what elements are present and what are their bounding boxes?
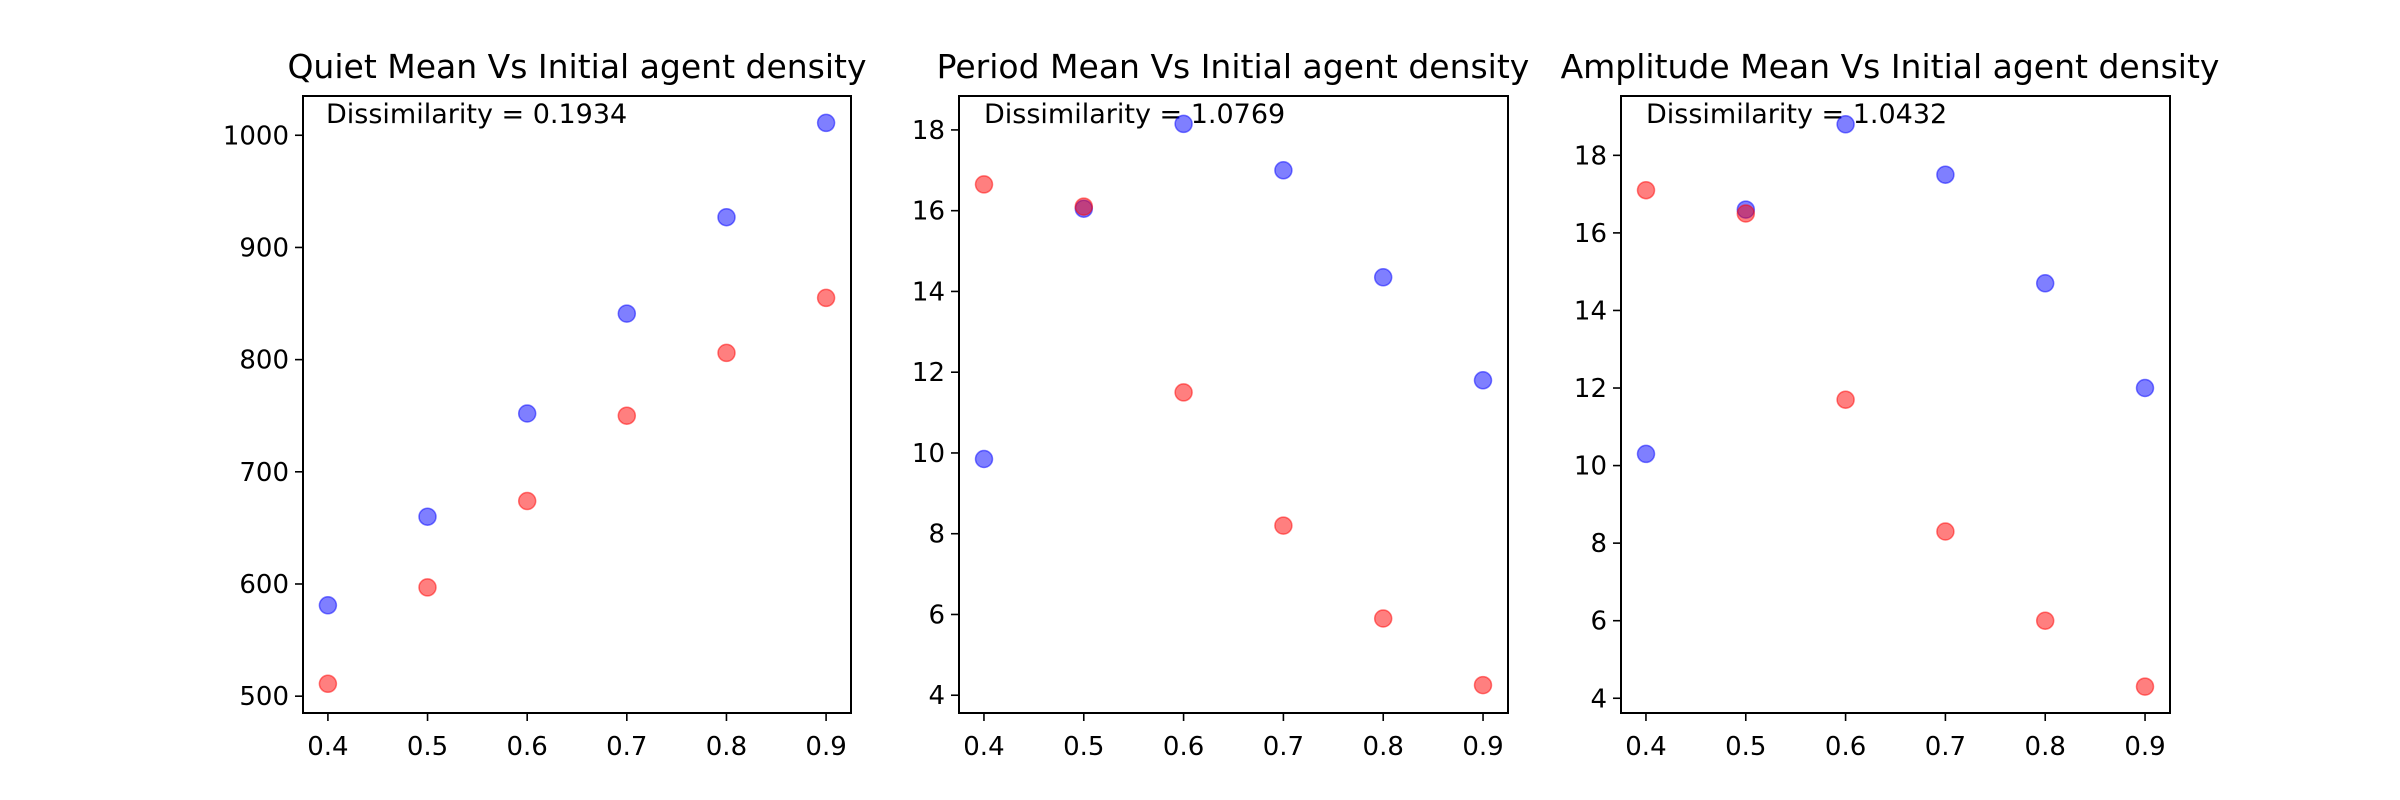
red-data-point [1274,516,1293,535]
x-tick-label: 0.7 [606,732,647,762]
blue-data-point [1636,444,1656,464]
y-tick-label: 14 [1574,296,1607,326]
x-tick-label: 0.4 [1625,732,1666,762]
y-tick-label: 18 [912,116,945,146]
red-data-point [418,578,437,597]
x-tick-label: 0.7 [1263,732,1304,762]
blue-data-point [2135,378,2155,398]
x-tick-label: 0.9 [805,732,846,762]
x-tick-label: 0.8 [1363,732,1404,762]
panel-amplitude-mean: Amplitude Mean Vs Initial agent density … [1561,47,2220,762]
blue-data-point [717,207,736,227]
blue-data-point [816,113,836,133]
blue-data-point [2035,274,2055,293]
y-tick-label: 4 [1590,684,1607,714]
blue-data-point [1836,115,1855,134]
x-tick-label: 0.5 [407,732,448,762]
x-tick-label: 0.8 [706,732,747,762]
panel-period-mean: Period Mean Vs Initial agent density Dis… [912,47,1529,762]
x-tick-label: 0.4 [963,732,1004,762]
blue-data-point [1174,114,1193,134]
blue-data-point [318,596,338,615]
red-data-point [1373,609,1393,628]
red-data-point [974,175,994,194]
y-tick-label: 700 [239,458,289,488]
x-tick-label: 0.5 [1725,732,1766,762]
red-data-point [517,491,537,511]
blue-data-point [418,507,437,526]
red-data-point [1074,197,1094,216]
y-tick-label: 8 [928,520,945,550]
axes-frame [302,95,852,714]
x-tick-label: 0.6 [1825,732,1866,762]
y-tick-label: 16 [912,197,945,227]
y-tick-label: 12 [912,358,945,388]
red-data-point [1174,383,1193,402]
chart-title: Period Mean Vs Initial agent density [937,47,1530,86]
blue-data-point [1373,268,1393,287]
x-tick-label: 0.6 [1163,732,1204,762]
y-tick-label: 16 [1574,219,1607,249]
red-data-point [717,343,736,363]
red-data-point [318,674,338,694]
x-tick-label: 0.8 [2025,732,2066,762]
blue-data-point [1473,371,1493,390]
red-data-point [1836,390,1855,409]
y-tick-label: 12 [1574,374,1607,404]
red-data-point [816,288,836,308]
x-tick-label: 0.9 [1462,732,1503,762]
red-data-point [2135,677,2155,696]
blue-data-point [617,304,637,323]
red-data-point [1736,204,1756,223]
red-data-point [2035,611,2055,630]
y-tick-label: 900 [239,233,289,263]
x-tick-label: 0.6 [507,732,548,762]
blue-data-point [974,449,994,469]
y-tick-label: 10 [912,439,945,469]
panel-quiet-mean: Quiet Mean Vs Initial agent density Diss… [223,47,867,762]
x-tick-label: 0.4 [307,732,348,762]
dissimilarity-annotation: Dissimilarity = 1.0432 [1646,99,1947,130]
y-tick-label: 10 [1574,452,1607,482]
x-tick-label: 0.7 [1925,732,1966,762]
red-data-point [1473,675,1493,695]
y-tick-label: 6 [928,600,945,630]
axes-frame [958,95,1509,714]
red-data-point [617,406,637,425]
dissimilarity-annotation: Dissimilarity = 0.1934 [326,99,627,130]
dissimilarity-annotation: Dissimilarity = 1.0769 [984,99,1285,130]
y-tick-label: 500 [239,682,289,712]
blue-data-point [1936,165,1955,184]
y-tick-label: 1000 [223,121,289,151]
y-tick-label: 6 [1590,607,1607,637]
y-tick-label: 800 [239,346,289,376]
chart-title: Quiet Mean Vs Initial agent density [287,47,866,86]
x-tick-label: 0.5 [1063,732,1104,762]
y-tick-label: 18 [1574,141,1607,171]
axes-frame [1620,95,2171,714]
blue-data-point [1274,161,1293,180]
y-tick-label: 14 [912,277,945,307]
blue-data-point [517,404,537,423]
y-tick-label: 8 [1590,529,1607,559]
chart-title: Amplitude Mean Vs Initial agent density [1561,47,2220,86]
y-tick-label: 4 [928,681,945,711]
y-tick-label: 600 [239,570,289,600]
red-data-point [1936,522,1955,541]
red-data-point [1636,180,1656,200]
x-tick-label: 0.9 [2124,732,2165,762]
